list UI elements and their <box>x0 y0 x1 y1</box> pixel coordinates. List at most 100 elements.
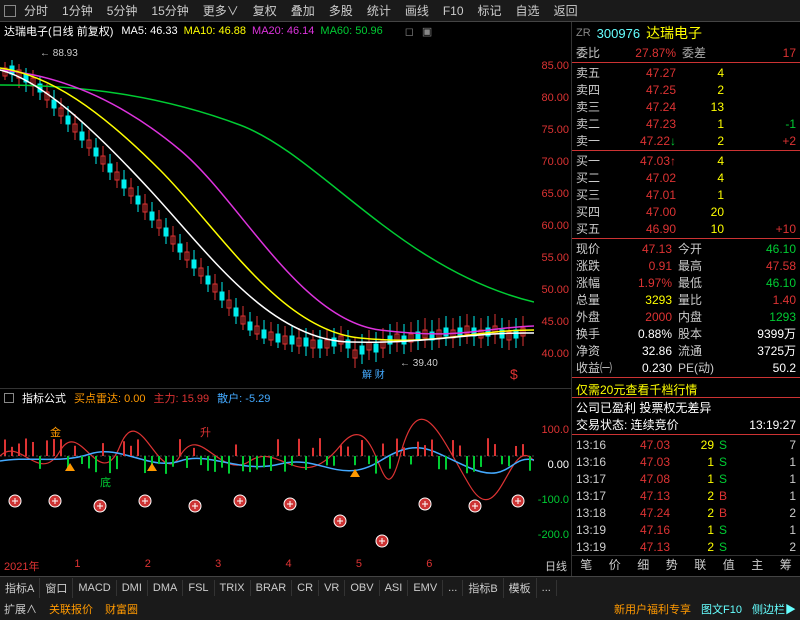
yaxis-tick: 45.00 <box>541 316 569 328</box>
tab-返回[interactable]: 返回 <box>548 0 584 21</box>
info-row: 总量3293量比1.40 <box>572 291 800 308</box>
bt-BRAR[interactable]: BRAR <box>251 580 293 596</box>
rbt-细[interactable]: 细 <box>629 556 658 573</box>
bt-MACD[interactable]: MACD <box>73 580 116 596</box>
low-marker: ← 39.40 <box>400 358 438 369</box>
br-新用户福利专享[interactable]: 新用户福利专享 <box>614 604 691 616</box>
tab-自选[interactable]: 自选 <box>510 0 546 21</box>
chart-title: 达瑞电子(日线 前复权) <box>4 23 113 39</box>
bt-CR[interactable]: CR <box>292 580 319 596</box>
info-row: 涨幅1.97%最低46.10 <box>572 274 800 291</box>
tab-复权[interactable]: 复权 <box>247 0 283 21</box>
br-侧边栏▶[interactable]: 侧边栏▶ <box>752 604 796 616</box>
top-tab-bar: 分时1分钟5分钟15分钟更多∨复权叠加多股统计画线F10标记自选返回 <box>0 0 800 22</box>
rbt-值[interactable]: 值 <box>715 556 744 573</box>
info-row: 净资32.86流通3725万 <box>572 342 800 359</box>
time-tick: 2 <box>145 558 215 574</box>
ind-label: 主力: 15.99 <box>154 393 210 405</box>
order-row: 买四47.0020 <box>572 203 800 220</box>
ma-label: MA60: 50.96 <box>320 25 382 37</box>
chart-header: 达瑞电子(日线 前复权) MA5: 46.33 MA10: 46.88 MA20: … <box>0 22 571 40</box>
indicator-title: 指标公式 <box>22 390 66 406</box>
trade-row: 13:1747.132B1 <box>572 487 800 504</box>
bt-DMA[interactable]: DMA <box>148 580 183 596</box>
rbt-联[interactable]: 联 <box>686 556 715 573</box>
bt-指标B[interactable]: 指标B <box>463 578 503 598</box>
svg-text:底: 底 <box>100 475 111 489</box>
bt-窗口[interactable]: 窗口 <box>40 578 73 598</box>
yaxis-tick: 85.00 <box>541 60 569 72</box>
time-tick: 2021年 <box>4 558 74 574</box>
bt-ASI[interactable]: ASI <box>380 580 409 596</box>
ma-label: MA5: 46.33 <box>121 25 177 37</box>
yaxis-tick: 80.00 <box>541 92 569 104</box>
tab-分时[interactable]: 分时 <box>18 0 54 21</box>
bt-OBV[interactable]: OBV <box>345 580 379 596</box>
ma-label: MA10: 46.88 <box>184 25 246 37</box>
order-row: 买二47.024 <box>572 169 800 186</box>
rbt-主[interactable]: 主 <box>743 556 772 573</box>
tab-多股[interactable]: 多股 <box>323 0 359 21</box>
trade-row: 13:1647.0329S7 <box>572 436 800 453</box>
info-row: 收益㈠0.230PE(动)50.2 <box>572 359 800 376</box>
promo-text[interactable]: 仅需20元查看千档行情 <box>572 379 800 396</box>
tab-15分钟[interactable]: 15分钟 <box>145 0 194 21</box>
trade-row: 13:1747.081S1 <box>572 470 800 487</box>
bt-...[interactable]: ... <box>537 580 557 596</box>
window-icon[interactable]: ◻ <box>405 25 414 38</box>
bt-VR[interactable]: VR <box>319 580 345 596</box>
rbt-笔[interactable]: 笔 <box>572 556 601 573</box>
high-marker: ← 88.93 <box>40 48 78 59</box>
bt-指标A[interactable]: 指标A <box>0 578 40 598</box>
bl-财富圈[interactable]: 财富圈 <box>105 604 138 616</box>
tab-画线[interactable]: 画线 <box>399 0 435 21</box>
br-图文F10[interactable]: 图文F10 <box>701 604 742 616</box>
time-tick: 4 <box>286 558 356 574</box>
close-icon[interactable]: ▣ <box>422 25 432 38</box>
bt-TRIX[interactable]: TRIX <box>215 580 251 596</box>
ma-label: MA20: 46.14 <box>252 25 314 37</box>
tab-标记[interactable]: 标记 <box>472 0 508 21</box>
bl-扩展∧[interactable]: 扩展∧ <box>4 604 37 616</box>
order-row: 买三47.011 <box>572 186 800 203</box>
info-row: 外盘2000内盘1293 <box>572 308 800 325</box>
tab-更多∨[interactable]: 更多∨ <box>197 0 245 21</box>
rbt-价[interactable]: 价 <box>601 556 630 573</box>
ratio-row: 委比 27.87% 委差 17 <box>572 44 800 61</box>
tab-统计[interactable]: 统计 <box>361 0 397 21</box>
yaxis-tick: 65.00 <box>541 188 569 200</box>
info-row: 现价47.13今开46.10 <box>572 240 800 257</box>
rbt-筹[interactable]: 筹 <box>772 556 800 573</box>
bt-...[interactable]: ... <box>443 580 463 596</box>
svg-text:升: 升 <box>200 426 211 439</box>
bt-模板[interactable]: 模板 <box>504 578 537 598</box>
time-axis: 2021年123456日线 <box>0 558 571 574</box>
rbt-势[interactable]: 势 <box>658 556 687 573</box>
indicator-chart[interactable]: 金升底 100.00.00-100.0-200.0 <box>0 406 571 558</box>
svg-text:金: 金 <box>50 425 61 439</box>
tab-5分钟[interactable]: 5分钟 <box>101 0 144 21</box>
order-row: 卖二47.231-1 <box>572 115 800 132</box>
stock-name: 达瑞电子 <box>646 23 702 43</box>
bt-DMI[interactable]: DMI <box>117 580 148 596</box>
info-row: 涨跌0.91最高47.58 <box>572 257 800 274</box>
ind-ytick: 0.00 <box>548 459 569 471</box>
tag-jiecai: 解 财 <box>362 366 385 381</box>
yaxis-tick: 70.00 <box>541 156 569 168</box>
down-icon[interactable] <box>4 393 14 403</box>
right-bottom-tabs: 笔价细势联值主筹 <box>572 555 800 573</box>
tab-叠加[interactable]: 叠加 <box>285 0 321 21</box>
bl-关联报价[interactable]: 关联报价 <box>49 604 93 616</box>
trade-row: 13:1947.161S1 <box>572 521 800 538</box>
box-icon <box>4 5 16 17</box>
ind-ytick: -200.0 <box>538 529 569 541</box>
ind-label: 散户: -5.29 <box>217 393 270 405</box>
tab-1分钟[interactable]: 1分钟 <box>56 0 99 21</box>
tab-F10[interactable]: F10 <box>437 2 470 20</box>
trade-row: 13:1847.242B2 <box>572 504 800 521</box>
order-row: 卖三47.2413 <box>572 98 800 115</box>
time-tick: 6 <box>426 558 496 574</box>
price-chart[interactable]: 85.0080.0075.0070.0065.0060.0055.0050.00… <box>0 40 571 388</box>
bt-EMV[interactable]: EMV <box>408 580 443 596</box>
bt-FSL[interactable]: FSL <box>183 580 214 596</box>
